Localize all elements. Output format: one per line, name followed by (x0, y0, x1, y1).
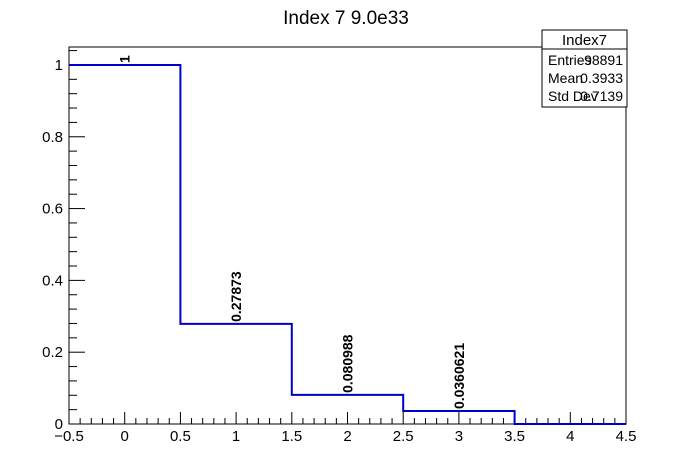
x-tick-label: 0 (121, 428, 129, 445)
histogram-line (69, 63, 626, 425)
x-tick-label: 0.5 (170, 428, 191, 445)
x-tick-label: −0.5 (54, 428, 84, 445)
stats-mean-label: Mean (548, 70, 583, 86)
data-labels: 1 0.27873 0.080988 0.0360621 (117, 55, 467, 409)
y-tick-label: 0.4 (42, 272, 63, 289)
bin-value-label: 0.27873 (228, 271, 244, 322)
bin-value-label: 0.080988 (340, 334, 356, 393)
y-tick-label: 1 (55, 57, 63, 74)
stats-stddev-value: 0.7139 (580, 88, 623, 104)
stats-box: Index7 Entries 98891 Mean 0.3933 Std Dev… (541, 29, 628, 108)
x-tick-label: 3.5 (504, 428, 525, 445)
y-tick-label: 0.8 (42, 129, 63, 146)
stats-box-title: Index7 (562, 32, 607, 49)
x-tick-label: 1.5 (281, 428, 302, 445)
chart-title: Index 7 9.0e33 (283, 8, 409, 29)
y-axis: 0 0.2 0.4 0.6 0.8 1 (42, 50, 85, 433)
bin-value-label: 1 (117, 55, 133, 63)
x-tick-label: 3 (455, 428, 463, 445)
x-tick-label: 1 (232, 428, 240, 445)
stats-entries-label: Entries (548, 52, 592, 68)
y-tick-label: 0.6 (42, 201, 63, 218)
bin-value-label: 0.0360621 (451, 343, 467, 409)
x-axis: −0.5 0 0.5 1 1.5 2 2.5 3 3.5 4 4.5 (54, 412, 636, 445)
y-tick-label: 0 (55, 416, 63, 433)
histogram-series (69, 63, 626, 425)
stats-mean-value: 0.3933 (580, 70, 623, 86)
x-tick-label: 4 (566, 428, 574, 445)
y-tick-label: 0.2 (42, 344, 63, 361)
x-tick-label: 2 (343, 428, 351, 445)
stats-entries-value: 98891 (584, 52, 623, 68)
stats-stddev-label: Std Dev (548, 88, 598, 104)
x-tick-label: 2.5 (393, 428, 414, 445)
x-tick-label: 4.5 (616, 428, 637, 445)
stats-box-border (541, 29, 628, 108)
